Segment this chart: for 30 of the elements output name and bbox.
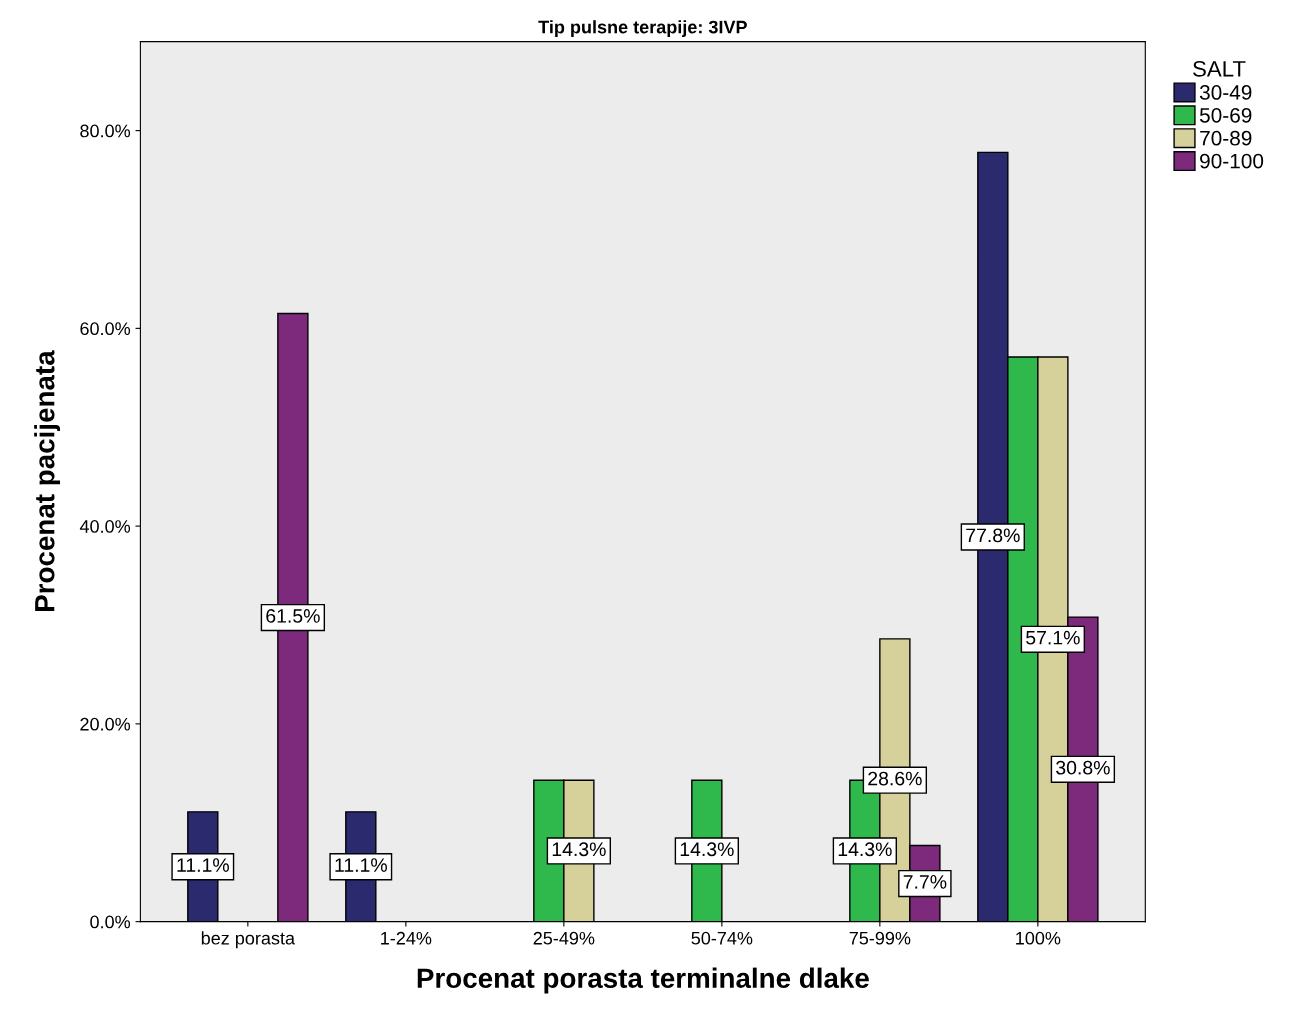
x-axis-title: Procenat porasta terminalne dlake [417, 967, 869, 994]
y-tick-label: 20.0% [80, 717, 131, 731]
data-label: 14.3% [680, 842, 734, 857]
x-tick-label: 1-24% [381, 931, 432, 945]
y-axis-title: Procenat pacijenata [34, 350, 61, 611]
x-tick-label: 25-49% [533, 931, 595, 945]
data-label: 61.5% [266, 609, 320, 623]
chart-title: Tip pulsne terapije: 3IVP [538, 20, 747, 38]
data-label: 11.1% [335, 858, 387, 872]
legend-label: 30-49 [1199, 85, 1252, 100]
data-label: 57.1% [1026, 630, 1080, 645]
legend-label: 70-89 [1200, 130, 1252, 146]
legend-label: 50-69 [1199, 107, 1252, 123]
data-label: 77.8% [966, 528, 1020, 543]
legend-title: SALT [1193, 60, 1246, 77]
x-tick-label: 100% [1016, 931, 1061, 945]
x-tick-label: 75-99% [849, 931, 911, 945]
y-tick-label: 40.0% [79, 520, 131, 533]
data-label: 14.3% [838, 842, 892, 857]
data-label: 28.6% [868, 771, 922, 786]
x-tick-label: bez porasta [201, 931, 296, 949]
legend-label: 90-100 [1200, 153, 1264, 169]
x-tick-label: 50-74% [691, 931, 753, 945]
data-label: 14.3% [552, 842, 606, 857]
y-tick-label: 0.0% [90, 915, 131, 929]
data-label: 11.1% [177, 858, 229, 872]
data-label: 30.8% [1056, 760, 1110, 775]
data-label: 7.7% [903, 875, 947, 889]
y-tick-label: 80.0% [80, 124, 131, 138]
y-tick-label: 60.0% [80, 322, 131, 336]
